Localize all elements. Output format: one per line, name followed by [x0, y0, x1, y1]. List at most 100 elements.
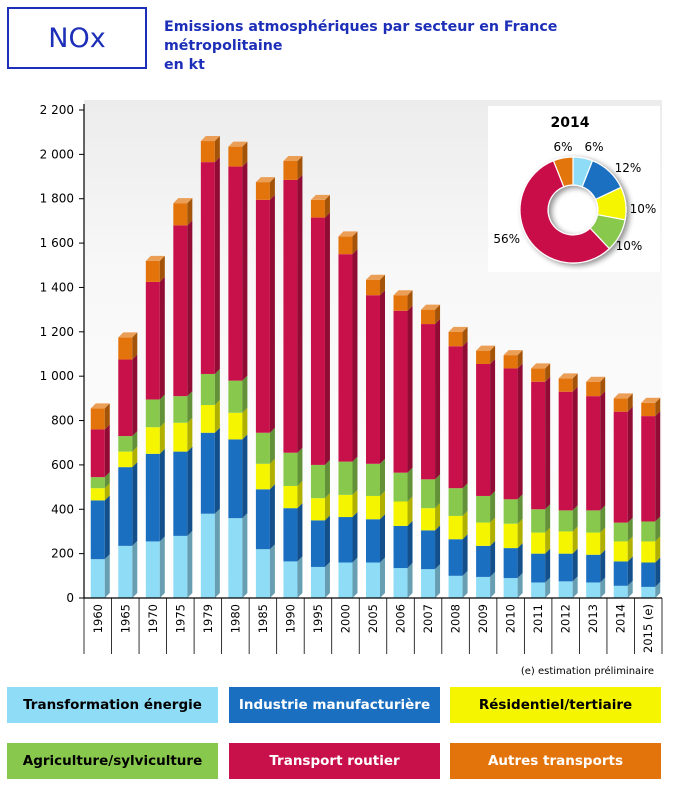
bar-segment-side: [214, 368, 220, 406]
bar-segment-industrie: [586, 554, 601, 583]
pie-label-industrie: 12%: [615, 161, 642, 175]
bar-top-face: [173, 198, 193, 204]
bar-segment-side: [407, 305, 413, 473]
bar-segment-side: [297, 503, 303, 562]
bar-segment-side: [187, 417, 193, 452]
bar-segment-transport_routier: [586, 396, 601, 511]
bar-segment-industrie: [366, 519, 380, 563]
bar-segment-side: [242, 513, 248, 598]
bar-top-face: [586, 376, 606, 382]
bar-segment-side: [380, 514, 385, 563]
x-tick-label: 2009: [476, 604, 490, 633]
bar-segment-side: [435, 304, 441, 325]
bar-segment-side: [490, 358, 496, 496]
bar-segment-transformation: [558, 581, 573, 598]
x-axis: 1960 1965 1970 1975 1979 1980 1985 1990 1995 2000…: [83, 597, 663, 654]
bar-segment-transport_routier: [173, 225, 188, 397]
bar-segment-side: [600, 391, 606, 511]
bar-segment-residentiel: [366, 495, 380, 520]
x-tick-label: 2012: [559, 604, 573, 633]
bar-segment-residentiel: [145, 427, 160, 454]
bar-segment-autres_transports: [228, 146, 243, 167]
bar-segment-side: [242, 141, 248, 167]
bar-segment-side: [132, 354, 138, 437]
bar-stack-1979: [200, 136, 220, 598]
bar-segment-autres_transports: [310, 199, 325, 218]
bar-segment-side: [242, 407, 248, 440]
bar-segment-side: [104, 472, 110, 489]
bar-segment-agriculture: [200, 373, 215, 406]
bar-segment-industrie: [200, 432, 215, 514]
bar-segment-residentiel: [90, 488, 105, 501]
bar-segment-side: [545, 577, 551, 598]
bar-segment-residentiel: [173, 422, 188, 452]
bar-stack-2005: [366, 274, 385, 598]
bar-segment-side: [324, 194, 330, 218]
bar-segment-side: [269, 544, 275, 598]
bar-segment-residentiel: [421, 508, 436, 531]
bar-segment-side: [627, 536, 633, 562]
bar-segment-side: [545, 527, 551, 554]
bar-segment-side: [435, 319, 441, 480]
bar-segment-transport_routier: [641, 416, 656, 522]
bar-segment-autres_transports: [448, 331, 463, 347]
bar-segment-side: [627, 580, 633, 598]
bar-stack-2012: [558, 373, 578, 598]
bar-segment-residentiel: [641, 541, 656, 563]
bar-segment-side: [269, 177, 275, 200]
bar-stack-1975: [173, 198, 193, 598]
pie-label-transport_routier: 56%: [493, 232, 520, 246]
bar-top-face: [448, 326, 468, 332]
legend-label: Agriculture/sylviculture: [22, 753, 203, 769]
x-tick-label: 2015 (e): [641, 604, 655, 653]
bar-segment-side: [517, 494, 523, 524]
x-tick-label: 1960: [91, 604, 105, 633]
bar-segment-side: [462, 341, 468, 489]
bar-segment-industrie: [641, 562, 656, 587]
bar-stack-2013: [586, 376, 606, 598]
bar-segment-industrie: [90, 500, 105, 560]
bar-segment-transformation: [228, 518, 243, 598]
bar-segment-autres_transports: [200, 141, 215, 163]
bar-top-face: [338, 231, 358, 237]
x-tick-label: 2008: [449, 604, 463, 633]
legend-label: Autres transports: [487, 753, 623, 769]
bar-segment-side: [490, 490, 496, 523]
bar-stack-2009: [476, 345, 496, 598]
bar-segment-agriculture: [90, 477, 105, 489]
bar-segment-side: [214, 157, 220, 374]
x-tick-label: 1985: [256, 604, 270, 633]
bar-segment-side: [655, 411, 661, 522]
bar-segment-side: [490, 540, 496, 577]
bar-segment-industrie: [421, 530, 436, 570]
bar-segment-side: [627, 556, 633, 586]
y-tick-label: 1 400: [40, 280, 74, 294]
bar-segment-residentiel: [338, 494, 353, 518]
bar-segment-side: [407, 563, 413, 598]
bar-segment-side: [297, 174, 303, 453]
bar-segment-transport_routier: [558, 391, 573, 511]
bar-segment-side: [572, 548, 578, 582]
pie-slice-autres_transports: [552, 156, 574, 188]
bar-top-face: [421, 304, 441, 310]
x-tick-label: 1970: [146, 604, 160, 633]
bar-segment-residentiel: [558, 531, 573, 554]
bar-segment-side: [380, 290, 385, 464]
bar-segment-autres_transports: [118, 337, 133, 360]
bar-segment-transformation: [586, 582, 601, 598]
bar-segment-transport_routier: [531, 381, 546, 510]
bar-segment-agriculture: [228, 380, 243, 413]
bar-segment-side: [214, 427, 220, 514]
bar-segment-industrie: [338, 517, 353, 563]
bar-segment-side: [545, 363, 551, 382]
bar-top-face: [310, 194, 330, 200]
bar-segment-side: [517, 518, 523, 549]
bar-segment-transport_routier: [228, 166, 243, 381]
chart-title: Emissions atmosphériques par secteur en …: [164, 18, 669, 75]
x-tick-label: 1995: [311, 604, 325, 633]
y-tick-label: 1 800: [40, 192, 74, 206]
bar-segment-side: [159, 255, 165, 282]
bar-segment-industrie: [283, 508, 298, 562]
bar-segment-side: [352, 489, 358, 518]
y-tick-label: 0: [66, 591, 74, 605]
